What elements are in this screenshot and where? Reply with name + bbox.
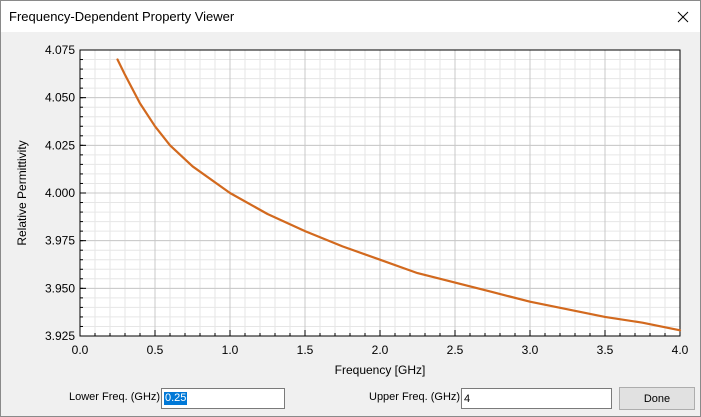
- title-bar[interactable]: Frequency-Dependent Property Viewer: [1, 1, 700, 32]
- y-tick-label: 3.925: [45, 329, 75, 343]
- x-tick-label: 2.0: [372, 343, 389, 357]
- lower-freq-input[interactable]: [161, 388, 285, 409]
- permittivity-chart: 0.0 0.5 1.0 1.5 2.0 2.5 3.0 3.5 4.0 3.925 3.950 3.9…: [15, 43, 689, 377]
- window-title: Frequency-Dependent Property Viewer: [9, 9, 235, 24]
- close-icon: [677, 11, 689, 22]
- permittivity-curve: [116, 58, 682, 332]
- y-tick-label: 3.950: [45, 281, 75, 295]
- x-axis-label: Frequency [GHz]: [335, 363, 426, 377]
- lower-freq-label: Lower Freq. (GHz):: [69, 391, 164, 403]
- upper-freq-label: Upper Freq. (GHz):: [369, 391, 464, 403]
- y-tick-label: 4.000: [45, 186, 75, 200]
- client-area: 0.0 0.5 1.0 1.5 2.0 2.5 3.0 3.5 4.0 3.925 3.950 3.9…: [1, 32, 700, 416]
- x-tick-label: 2.5: [447, 343, 464, 357]
- x-tick-label: 0.5: [147, 343, 164, 357]
- upper-freq-input[interactable]: [461, 388, 612, 409]
- x-tick-label: 1.0: [222, 343, 239, 357]
- done-button[interactable]: Done: [619, 387, 695, 410]
- y-tick-label: 3.975: [45, 234, 75, 248]
- x-tick-label: 3.5: [597, 343, 614, 357]
- x-tick-label: 0.0: [72, 343, 89, 357]
- close-button[interactable]: [666, 1, 700, 32]
- y-axis-label: Relative Permittivity: [15, 140, 29, 245]
- y-tick-label: 4.025: [45, 138, 75, 152]
- frequency-controls: Lower Freq. (GHz): 0.25 Upper Freq. (GHz…: [1, 383, 700, 416]
- y-tick-label: 4.050: [45, 91, 75, 105]
- x-tick-label: 4.0: [672, 343, 689, 357]
- x-tick-label: 1.5: [297, 343, 314, 357]
- y-tick-label: 4.075: [45, 43, 75, 57]
- x-tick-label: 3.0: [522, 343, 539, 357]
- chart-panel: 0.0 0.5 1.0 1.5 2.0 2.5 3.0 3.5 4.0 3.925 3.950 3.9…: [6, 35, 695, 381]
